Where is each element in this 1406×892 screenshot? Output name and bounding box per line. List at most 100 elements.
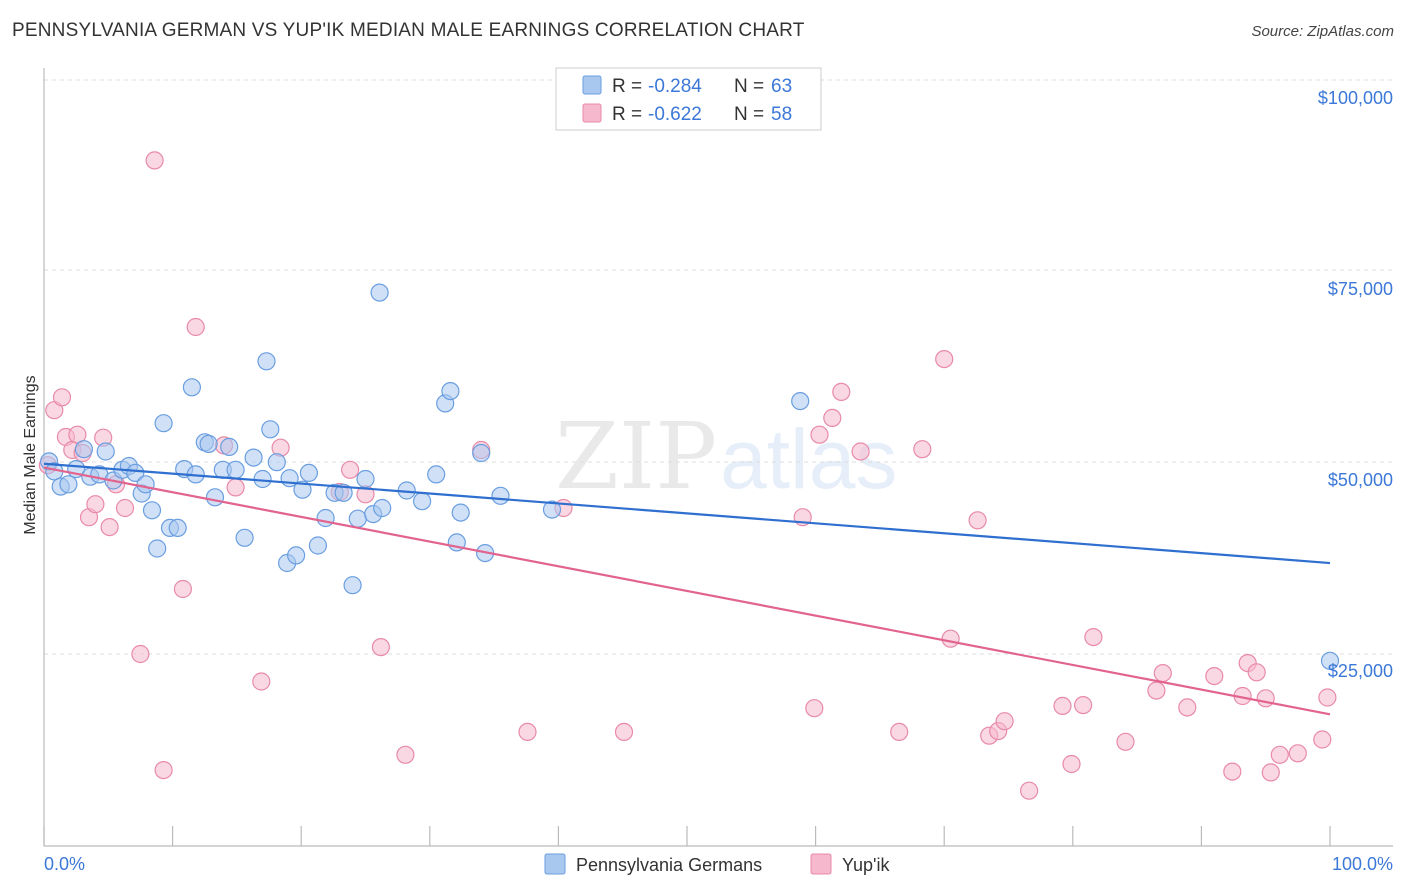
legend-swatch-blue — [582, 75, 602, 95]
pennsylvania-german-point-27 — [220, 437, 239, 456]
bottom-legend-label-pink: Yup'ik — [842, 855, 890, 875]
pennsylvania-german-point-5 — [74, 440, 94, 459]
x-tick-label-min: 0.0% — [44, 854, 85, 874]
yupik-point-30 — [614, 722, 634, 742]
pennsylvania-german-point-31 — [253, 469, 272, 489]
pennsylvania-german-point-49 — [373, 498, 392, 518]
yupik-point-20 — [252, 672, 271, 691]
pennsylvania-german-point-61 — [791, 392, 810, 411]
pennsylvania-german-point-25 — [205, 488, 225, 507]
yupik-point-37 — [890, 722, 909, 742]
pennsylvania-german-point-3 — [59, 475, 78, 494]
y-tick-label: $75,000 — [1328, 279, 1393, 299]
pennsylvania-german-point-60 — [542, 500, 562, 519]
yupik-point-52 — [1153, 663, 1172, 683]
legend-r-value-2: -0.622 — [648, 104, 702, 125]
pennsylvania-german-point-46 — [356, 469, 375, 489]
yupik-point-25 — [371, 637, 390, 657]
pennsylvania-german-point-54 — [441, 382, 460, 401]
watermark: ZIP atlas — [555, 403, 897, 510]
pennsylvania-german-point-56 — [451, 503, 470, 522]
legend-r-label-2: R = — [612, 104, 642, 125]
pennsylvania-german-point-62 — [1320, 651, 1340, 670]
pennsylvania-german-point-32 — [257, 352, 276, 371]
bottom-legend-swatch-pink — [810, 853, 832, 875]
yupik-point-54 — [1205, 666, 1224, 686]
yupik-point-46 — [1053, 696, 1072, 716]
yupik-point-33 — [810, 425, 829, 444]
pennsylvania-german-point-39 — [299, 463, 318, 482]
yupik-trend-line — [43, 466, 1331, 716]
watermark-atlas: atlas — [720, 412, 897, 506]
yupik-point-15 — [154, 760, 173, 780]
y-tick-label: $50,000 — [1328, 470, 1393, 490]
pennsylvania-german-point-45 — [348, 509, 367, 528]
yupik-point-45 — [1019, 781, 1039, 800]
yupik-point-50 — [1116, 732, 1135, 751]
legend-r-value-1: -0.284 — [648, 76, 702, 97]
pennsylvania-german-points — [39, 283, 1340, 670]
grid-lines — [44, 79, 1393, 655]
bottom-legend-swatch-blue — [544, 853, 566, 875]
yupik-point-8 — [86, 495, 105, 514]
legend-n-label-1: N = — [734, 76, 764, 97]
bottom-legend-label-blue: Pennsylvania Germans — [576, 855, 762, 875]
pennsylvania-german-point-17 — [154, 414, 173, 433]
pennsylvania-german-point-14 — [136, 475, 155, 494]
y-tick-label: $100,000 — [1318, 88, 1393, 108]
trend-lines — [43, 462, 1331, 716]
yupik-point-16 — [173, 579, 192, 599]
yupik-point-61 — [1270, 745, 1289, 764]
legend-n-label-2: N = — [734, 104, 764, 125]
legend-n-value-2: 58 — [771, 104, 792, 125]
yupik-point-2 — [52, 388, 72, 407]
legend-n-value-1: 63 — [771, 76, 792, 97]
yupik-point-14 — [145, 151, 164, 170]
pennsylvania-german-point-16 — [148, 539, 167, 558]
pennsylvania-german-trend-line — [43, 462, 1331, 565]
yupik-point-58 — [1247, 663, 1266, 682]
yupik-point-12 — [115, 498, 135, 518]
pennsylvania-german-point-51 — [413, 492, 432, 511]
pennsylvania-german-point-57 — [472, 443, 491, 463]
pennsylvania-german-point-59 — [491, 486, 510, 505]
pennsylvania-german-point-30 — [244, 448, 263, 467]
chart-title: PENNSYLVANIA GERMAN VS YUP'IK MEDIAN MAL… — [12, 20, 805, 41]
pennsylvania-german-point-8 — [96, 442, 115, 461]
pennsylvania-german-point-33 — [261, 420, 280, 439]
y-tick-label: $25,000 — [1328, 661, 1393, 681]
yupik-point-64 — [1313, 730, 1332, 749]
yupik-point-38 — [913, 440, 932, 459]
yupik-point-44 — [995, 712, 1014, 731]
legend: R = -0.284 N = 63 R = -0.622 N = 58 — [555, 67, 822, 131]
y-axis-label: Median Male Earnings — [22, 375, 39, 534]
yupik-point-53 — [1178, 698, 1197, 717]
pennsylvania-german-point-21 — [182, 378, 201, 397]
pennsylvania-german-point-48 — [370, 283, 389, 302]
yupik-point-23 — [341, 460, 360, 479]
bottom-legend: Pennsylvania Germans Yup'ik — [544, 853, 890, 875]
yupik-point-32 — [805, 699, 824, 718]
yupik-point-47 — [1062, 754, 1081, 774]
pennsylvania-german-point-44 — [343, 576, 362, 595]
pennsylvania-german-point-19 — [168, 518, 187, 538]
watermark-zip: ZIP — [555, 403, 717, 510]
yupik-point-17 — [186, 317, 205, 337]
yupik-point-34 — [823, 408, 842, 427]
yupik-point-39 — [935, 350, 954, 369]
yupik-point-49 — [1084, 627, 1103, 647]
legend-r-label-1: R = — [612, 76, 642, 97]
yupik-point-40 — [941, 629, 960, 648]
yupik-point-13 — [131, 644, 150, 664]
yupik-point-48 — [1073, 695, 1093, 715]
yupik-point-51 — [1147, 681, 1166, 700]
pennsylvania-german-point-43 — [334, 483, 353, 502]
yupik-point-35 — [832, 382, 851, 401]
pennsylvania-german-point-41 — [316, 508, 335, 528]
pennsylvania-german-point-40 — [308, 536, 327, 555]
pennsylvania-german-point-29 — [235, 528, 254, 547]
pennsylvania-german-point-34 — [267, 453, 286, 472]
pennsylvania-german-point-15 — [142, 501, 162, 520]
pennsylvania-german-point-24 — [199, 434, 218, 453]
yupik-point-10 — [100, 517, 119, 537]
